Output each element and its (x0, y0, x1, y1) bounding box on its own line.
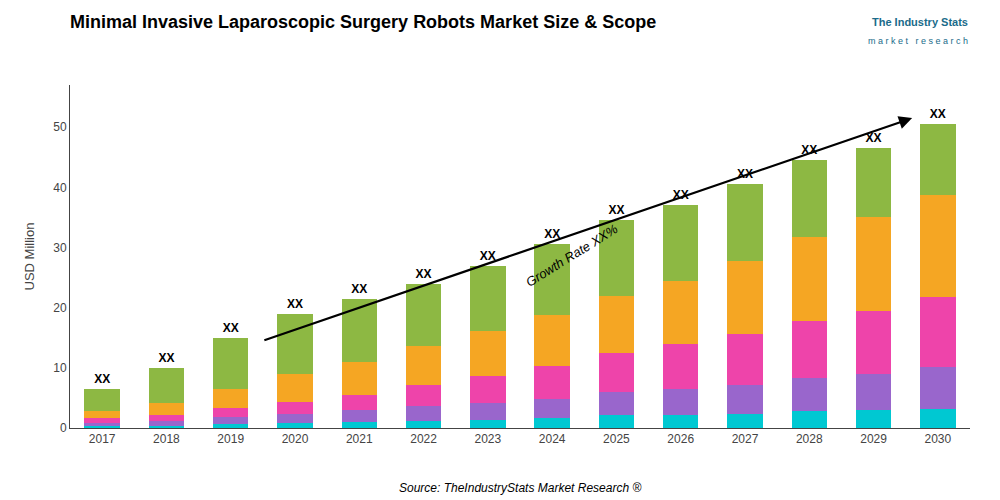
svg-text:XX: XX (866, 131, 882, 145)
svg-text:m a r k e t r e s e a r c h: m a r k e t r e s e a r c h (868, 36, 968, 46)
svg-text:2024: 2024 (539, 432, 566, 446)
svg-text:XX: XX (416, 267, 432, 281)
svg-text:The Industry Stats: The Industry Stats (872, 16, 968, 28)
svg-text:30: 30 (53, 241, 67, 255)
svg-text:2028: 2028 (796, 432, 823, 446)
svg-text:2030: 2030 (925, 432, 952, 446)
svg-text:XX: XX (544, 227, 560, 241)
svg-text:XX: XX (223, 321, 239, 335)
svg-text:XX: XX (480, 249, 496, 263)
svg-text:2027: 2027 (732, 432, 759, 446)
svg-text:2021: 2021 (346, 432, 373, 446)
svg-text:XX: XX (737, 167, 753, 181)
svg-text:Minimal Invasive Laparoscopic: Minimal Invasive Laparoscopic Surgery Ro… (70, 12, 656, 32)
svg-text:USD Million: USD Million (22, 223, 37, 291)
svg-text:2020: 2020 (282, 432, 309, 446)
svg-text:XX: XX (94, 372, 110, 386)
svg-text:XX: XX (158, 351, 174, 365)
svg-text:XX: XX (801, 143, 817, 157)
svg-text:2023: 2023 (475, 432, 502, 446)
svg-text:Growth Rate XX%: Growth Rate XX% (523, 221, 620, 290)
svg-text:50: 50 (53, 120, 67, 134)
svg-text:XX: XX (351, 282, 367, 296)
svg-text:2017: 2017 (89, 432, 116, 446)
svg-text:10: 10 (53, 361, 67, 375)
svg-text:0: 0 (60, 421, 67, 435)
svg-text:XX: XX (287, 297, 303, 311)
svg-text:2029: 2029 (860, 432, 887, 446)
svg-text:2026: 2026 (667, 432, 694, 446)
svg-text:Source: TheIndustryStats Marke: Source: TheIndustryStats Market Research… (399, 481, 641, 495)
svg-text:2022: 2022 (410, 432, 437, 446)
svg-text:2018: 2018 (153, 432, 180, 446)
svg-text:XX: XX (608, 203, 624, 217)
svg-text:2025: 2025 (603, 432, 630, 446)
svg-text:20: 20 (53, 301, 67, 315)
svg-text:XX: XX (930, 107, 946, 121)
svg-text:40: 40 (53, 181, 67, 195)
svg-text:XX: XX (673, 188, 689, 202)
svg-text:2019: 2019 (217, 432, 244, 446)
